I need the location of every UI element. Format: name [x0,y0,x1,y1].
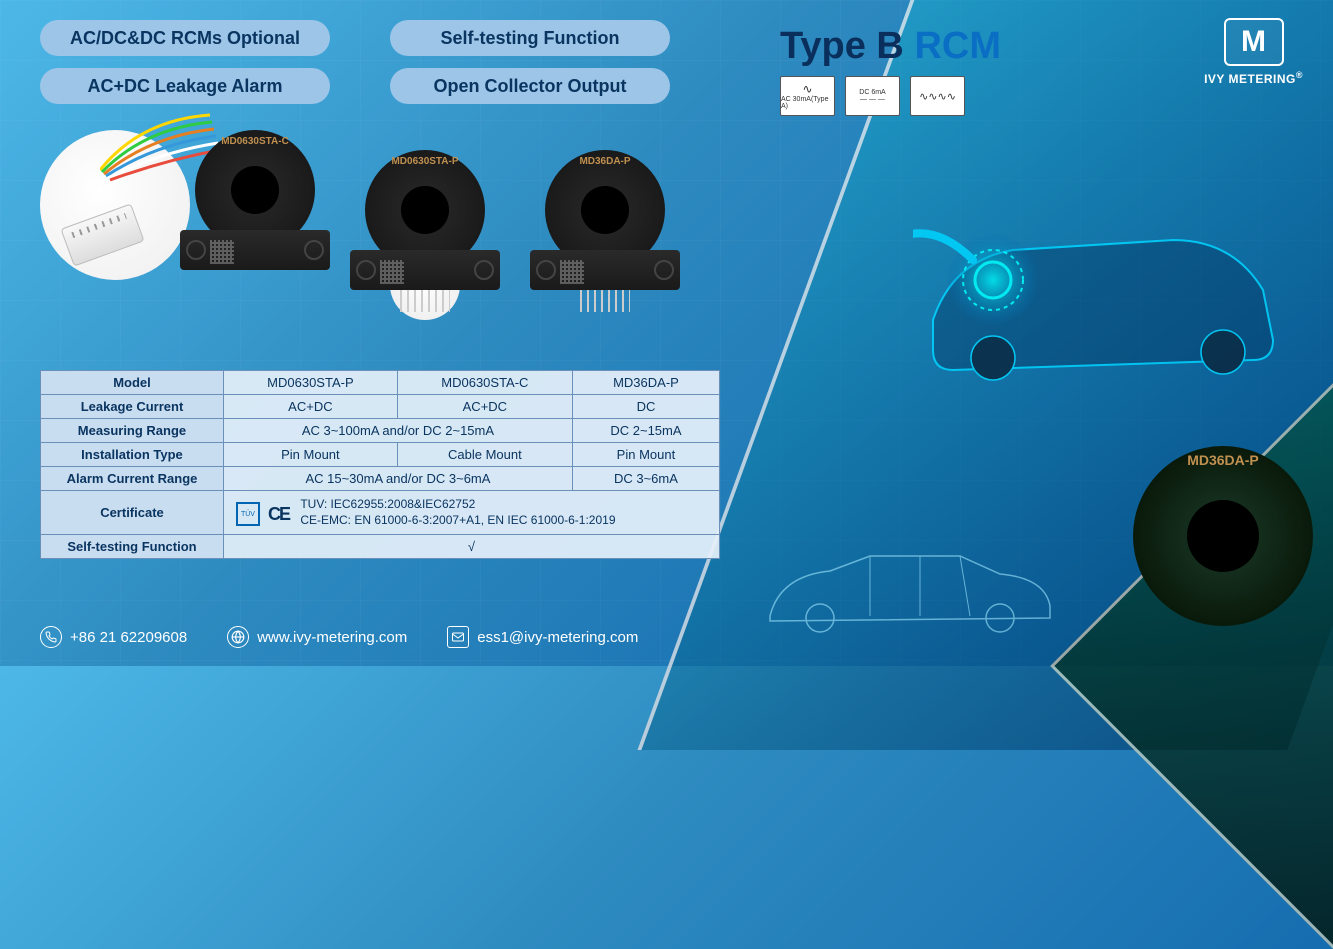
row-label: Installation Type [41,443,224,467]
product-sensor-1: MD0630STA-C [180,130,330,270]
table-cell: Cable Mount [397,443,572,467]
brand-logo: M IVY METERING® [1204,18,1303,86]
product-images: MD0630STA-C MD0630STA-P MD36DA-P [30,100,710,360]
table-row: Installation Type Pin Mount Cable Mount … [41,443,720,467]
car-wireframe-graphic [760,546,1060,636]
spec-badge-wave: ∿∿∿∿ [910,76,965,116]
title-part-a: Type B [780,25,914,67]
ce-icon: CE [268,504,289,525]
logo-mark: M [1224,18,1284,66]
page-title: Type B RCM ∿ AC 30mA(Type A) DC 6mA — — … [780,25,1001,116]
cable-connector-graphic [40,130,190,280]
ev-charging-graphic [913,140,1293,420]
table-cell: Pin Mount [572,443,719,467]
feature-pill-1: AC/DC&DC RCMs Optional [40,20,330,56]
table-cell: MD0630STA-C [397,371,572,395]
row-label: Measuring Range [41,419,224,443]
table-cell: √ [223,535,719,559]
product-sensor-3: MD36DA-P [530,150,680,290]
table-row: Leakage Current AC+DC AC+DC DC [41,395,720,419]
table-cell: DC 2~15mA [572,419,719,443]
globe-icon [227,626,249,648]
email-icon [447,626,469,648]
spec-badge-ac: ∿ AC 30mA(Type A) [780,76,835,116]
table-cell: AC 15~30mA and/or DC 3~6mA [223,467,572,491]
product-sensor-2: MD0630STA-P [350,150,500,290]
specifications-table: Model MD0630STA-P MD0630STA-C MD36DA-P L… [40,370,720,559]
phone-text: +86 21 62209608 [70,629,187,646]
row-label: Model [41,371,224,395]
table-cell: DC [572,395,719,419]
table-cell: MD0630STA-P [223,371,397,395]
contact-footer: +86 21 62209608 www.ivy-metering.com ess… [40,626,638,648]
phone-icon [40,626,62,648]
web-text: www.ivy-metering.com [257,629,407,646]
table-row: Model MD0630STA-P MD0630STA-C MD36DA-P [41,371,720,395]
footer-web: www.ivy-metering.com [227,626,407,648]
row-label: Self-testing Function [41,535,224,559]
brand-name: IVY METERING [1204,72,1296,86]
email-text: ess1@ivy-metering.com [477,629,638,646]
row-label: Leakage Current [41,395,224,419]
tuv-icon: TÜV [236,502,260,526]
feature-pill-4: Open Collector Output [390,68,670,104]
table-cell: DC 3~6mA [572,467,719,491]
table-cell: MD36DA-P [572,371,719,395]
spec-badge-dc: DC 6mA — — — [845,76,900,116]
feature-pill-3: Self-testing Function [390,20,670,56]
table-cell: Pin Mount [223,443,397,467]
footer-email: ess1@ivy-metering.com [447,626,638,648]
row-label: Alarm Current Range [41,467,224,491]
title-part-b: RCM [914,25,1001,67]
table-cell: AC+DC [397,395,572,419]
connector-plug [60,203,144,266]
table-row: Certificate TÜV CE TUV: IEC62955:2008&IE… [41,491,720,535]
table-row: Alarm Current Range AC 15~30mA and/or DC… [41,467,720,491]
spec-badges-row: ∿ AC 30mA(Type A) DC 6mA — — — ∿∿∿∿ [780,76,1001,116]
table-cell: AC 3~100mA and/or DC 2~15mA [223,419,572,443]
table-row: Measuring Range AC 3~100mA and/or DC 2~1… [41,419,720,443]
footer-phone: +86 21 62209608 [40,626,187,648]
table-cell-certificate: TÜV CE TUV: IEC62955:2008&IEC62752 CE-EM… [223,491,719,535]
row-label: Certificate [41,491,224,535]
feature-pill-2: AC+DC Leakage Alarm [40,68,330,104]
table-cell: AC+DC [223,395,397,419]
registered-mark: ® [1296,70,1303,80]
corner-product-graphic: MD36DA-P [1093,446,1333,706]
table-row: Self-testing Function √ [41,535,720,559]
